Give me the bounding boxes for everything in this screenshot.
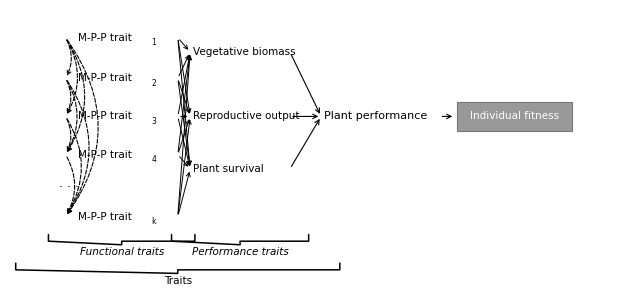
FancyBboxPatch shape — [457, 101, 572, 131]
Text: Functional traits: Functional traits — [80, 247, 164, 257]
Text: Vegetative biomass: Vegetative biomass — [193, 47, 296, 57]
Text: Traits: Traits — [163, 276, 192, 286]
Text: Reproductive output: Reproductive output — [193, 111, 300, 121]
Text: 1: 1 — [151, 38, 156, 47]
Text: k: k — [151, 217, 156, 226]
Text: M-P-P trait: M-P-P trait — [78, 212, 132, 222]
Text: M-P-P trait: M-P-P trait — [78, 111, 132, 121]
Text: Plant survival: Plant survival — [193, 164, 264, 174]
Text: M-P-P trait: M-P-P trait — [78, 33, 132, 43]
Text: 3: 3 — [151, 117, 156, 126]
Text: M-P-P trait: M-P-P trait — [78, 149, 132, 159]
Text: Plant performance: Plant performance — [324, 111, 427, 121]
Text: 4: 4 — [151, 155, 156, 164]
Text: . . .: . . . — [59, 177, 79, 190]
Text: Individual fitness: Individual fitness — [470, 111, 559, 121]
Text: M-P-P trait: M-P-P trait — [78, 73, 132, 83]
Text: Performance traits: Performance traits — [191, 247, 289, 257]
Text: 2: 2 — [151, 79, 156, 88]
